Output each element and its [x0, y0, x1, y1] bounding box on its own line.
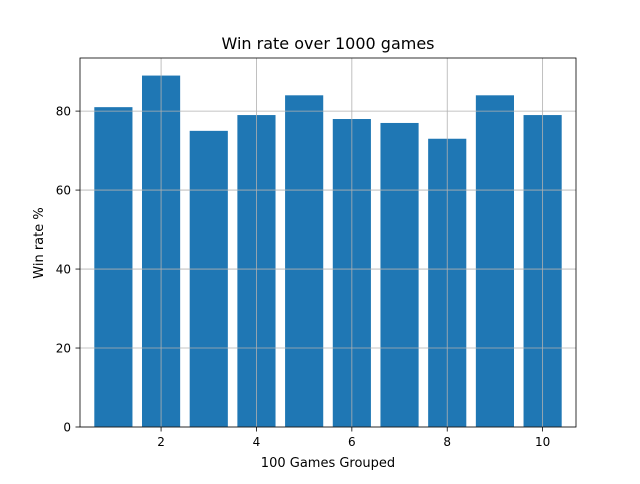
- ticks-layer: 2 4 6 8 10 0 20 40 60 80: [56, 105, 551, 449]
- y-tick-label-0: 0: [63, 421, 71, 435]
- x-tick-label-10: 10: [535, 435, 550, 449]
- bar-9: [475, 95, 514, 427]
- y-tick-label-80: 80: [56, 105, 71, 119]
- x-axis-label: 100 Games Grouped: [261, 456, 395, 471]
- y-tick-label-60: 60: [56, 184, 71, 198]
- bar-3: [189, 130, 228, 427]
- x-tick-label-6: 6: [348, 435, 356, 449]
- x-tick-label-4: 4: [253, 435, 261, 449]
- bar-1: [94, 107, 133, 427]
- axes-frame: [79, 57, 577, 428]
- y-tick-label-20: 20: [56, 342, 71, 356]
- axes-layer: [79, 57, 577, 428]
- y-tick-label-40: 40: [56, 263, 71, 277]
- y-axis-label: Win rate %: [32, 207, 47, 278]
- chart-title: Win rate over 1000 games: [221, 34, 434, 53]
- x-tick-label-8: 8: [443, 435, 451, 449]
- x-tick-label-2: 2: [157, 435, 165, 449]
- bar-7: [380, 122, 419, 428]
- bar-5: [285, 95, 324, 427]
